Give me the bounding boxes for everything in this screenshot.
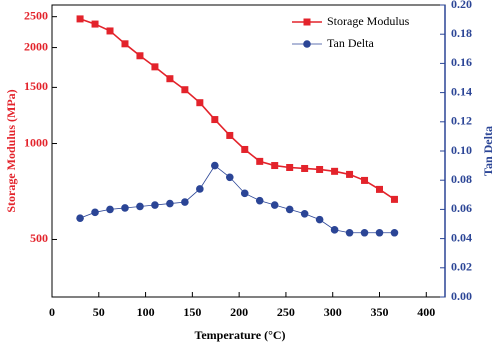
y2-tick-label: 0.00 <box>451 289 472 303</box>
x-tick-label: 200 <box>230 305 248 319</box>
series-line <box>79 165 395 234</box>
x-tick-label: 100 <box>137 305 155 319</box>
legend-marker <box>303 40 311 48</box>
y2-tick-label: 0.10 <box>451 143 472 157</box>
data-point <box>390 195 398 203</box>
data-point <box>316 165 324 173</box>
data-point <box>361 176 369 184</box>
legend-marker <box>303 18 311 26</box>
data-point <box>360 228 369 237</box>
data-point <box>300 209 309 218</box>
data-point <box>91 20 99 28</box>
data-point <box>271 162 279 170</box>
data-point <box>301 164 309 172</box>
data-point <box>286 163 294 171</box>
data-point <box>285 205 294 214</box>
data-point <box>346 170 354 178</box>
x-tick-label: 400 <box>417 305 435 319</box>
data-point <box>241 145 249 153</box>
data-point <box>196 185 204 193</box>
data-point <box>270 201 279 209</box>
data-point <box>330 226 339 234</box>
data-point <box>225 173 234 182</box>
data-point <box>376 185 383 193</box>
y2-tick-label: 0.06 <box>451 201 472 215</box>
data-point <box>255 196 264 205</box>
y2-tick-label: 0.18 <box>451 26 472 40</box>
y-tick-label: 1000 <box>24 135 48 149</box>
x-tick-label: 0 <box>49 305 55 319</box>
data-point <box>166 199 174 208</box>
data-point <box>136 202 144 211</box>
data-point <box>211 116 219 124</box>
data-point <box>106 27 114 35</box>
x-tick-label: 300 <box>324 305 342 319</box>
data-point <box>151 63 159 71</box>
series-line <box>79 18 395 201</box>
y2-tick-label: 0.02 <box>451 260 472 274</box>
data-point <box>166 75 174 83</box>
y2-tick-label: 0.04 <box>451 230 472 244</box>
y-tick-label: 1500 <box>24 79 48 93</box>
y2-tick-label: 0.14 <box>451 84 472 98</box>
data-point <box>181 86 189 94</box>
y2-tick-label: 0.08 <box>451 172 472 186</box>
data-point <box>226 131 234 139</box>
y2-axis-title: Tan Delta <box>481 126 495 176</box>
y-axis-title: Storage Modulus (MPa) <box>4 89 18 212</box>
x-tick-label: 50 <box>93 305 105 319</box>
y-tick-label: 500 <box>30 231 48 245</box>
data-point <box>106 205 114 214</box>
data-point <box>196 99 204 107</box>
data-point <box>345 228 354 237</box>
data-point <box>240 189 249 198</box>
data-point <box>375 228 384 237</box>
data-point <box>390 228 399 237</box>
y2-tick-label: 0.20 <box>451 0 472 11</box>
data-point <box>315 215 324 224</box>
legend-label: Storage Modulus <box>327 14 410 28</box>
data-point <box>76 214 84 222</box>
data-point <box>181 198 189 206</box>
data-point <box>151 201 159 209</box>
y2-tick-label: 0.16 <box>451 55 472 69</box>
data-point <box>121 40 129 48</box>
data-point <box>256 157 264 165</box>
plot-frame <box>51 4 446 298</box>
x-tick-label: 250 <box>277 305 295 319</box>
data-point <box>76 15 84 23</box>
y-tick-label: 2500 <box>24 8 48 22</box>
y2-tick-label: 0.12 <box>451 114 472 128</box>
x-tick-label: 150 <box>183 305 201 319</box>
data-point <box>331 167 339 175</box>
data-point <box>121 204 129 212</box>
x-axis-title: Temperature (°C) <box>194 328 285 342</box>
data-point <box>211 161 219 170</box>
x-tick-label: 350 <box>371 305 389 319</box>
legend-label: Tan Delta <box>327 36 374 50</box>
data-point <box>136 52 144 60</box>
y-tick-label: 2000 <box>24 39 48 53</box>
data-point <box>91 208 99 217</box>
